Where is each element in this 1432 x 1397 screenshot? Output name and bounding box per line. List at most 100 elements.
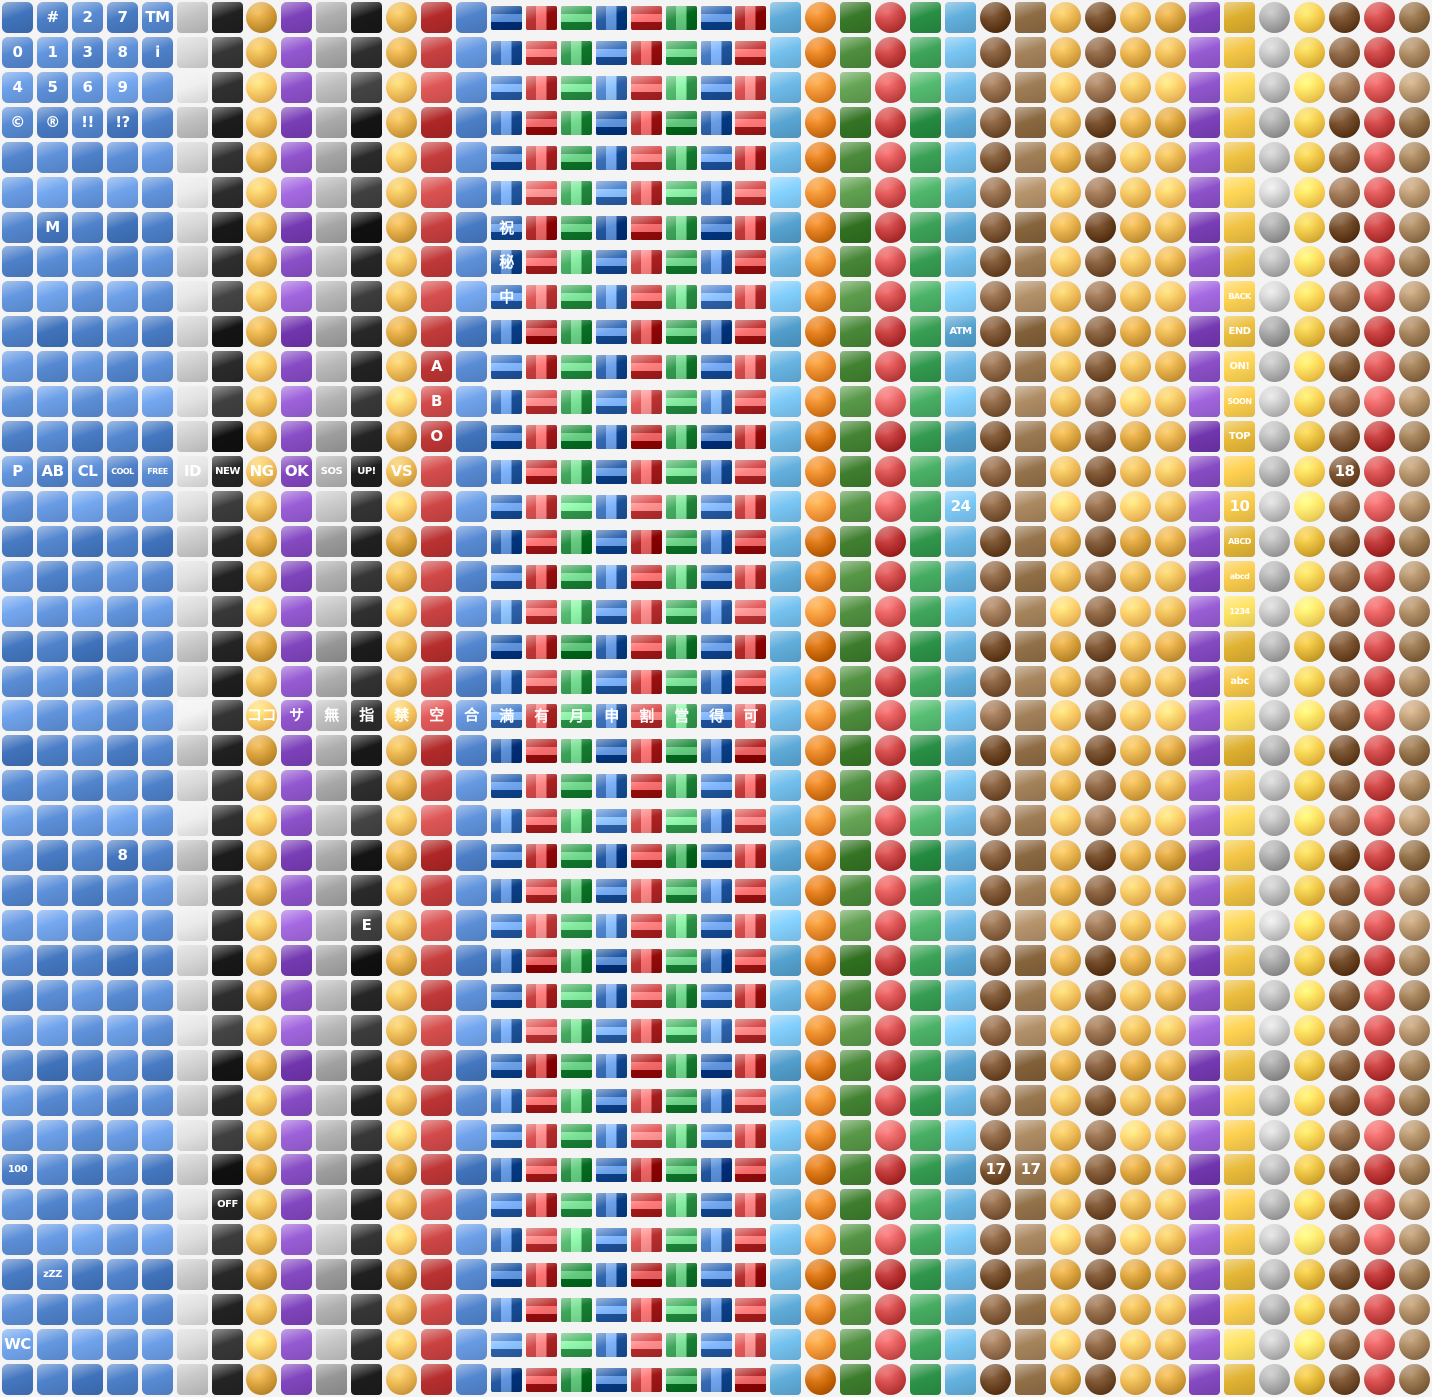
emoji-cell <box>980 72 1011 103</box>
emoji-cell <box>1085 1050 1116 1081</box>
emoji-cell <box>805 142 836 173</box>
emoji-cell <box>805 980 836 1011</box>
emoji-label: ABCD <box>1228 536 1251 546</box>
emoji-cell <box>281 351 312 382</box>
emoji-cell <box>666 425 697 449</box>
emoji-cell <box>107 316 138 347</box>
emoji-cell <box>1329 316 1360 347</box>
emoji-cell <box>107 666 138 697</box>
emoji-cell <box>875 72 906 103</box>
emoji-cell <box>875 770 906 801</box>
emoji-cell <box>875 805 906 836</box>
emoji-cell <box>316 1259 347 1290</box>
emoji-cell <box>456 1015 487 1046</box>
emoji-cell <box>701 495 732 519</box>
emoji-cell <box>596 1019 627 1043</box>
emoji-cell <box>840 456 871 487</box>
emoji-cell <box>1120 421 1151 452</box>
emoji-cell <box>980 37 1011 68</box>
emoji-cell <box>456 281 487 312</box>
emoji-cell <box>351 561 382 592</box>
emoji-cell <box>945 1120 976 1151</box>
emoji-cell <box>1329 281 1360 312</box>
emoji-cell <box>1120 212 1151 243</box>
emoji-cell <box>246 37 277 68</box>
emoji-cell <box>805 281 836 312</box>
emoji-cell <box>1329 875 1360 906</box>
emoji-cell <box>456 526 487 557</box>
emoji-cell <box>1050 1224 1081 1255</box>
emoji-cell <box>491 355 522 379</box>
emoji-cell <box>1399 526 1430 557</box>
emoji-cell <box>631 809 662 833</box>
emoji-cell <box>281 875 312 906</box>
emoji-cell <box>1085 1329 1116 1360</box>
emoji-cell <box>1050 1189 1081 1220</box>
emoji-cell <box>735 635 766 659</box>
emoji-cell <box>945 596 976 627</box>
emoji-cell <box>1120 1189 1151 1220</box>
emoji-cell <box>666 1124 697 1148</box>
emoji-cell <box>72 1259 103 1290</box>
emoji-cell <box>1259 1329 1290 1360</box>
emoji-cell <box>212 700 243 731</box>
emoji-cell <box>212 351 243 382</box>
emoji-cell <box>37 316 68 347</box>
emoji-cell <box>1085 316 1116 347</box>
emoji-cell <box>1050 526 1081 557</box>
emoji-cell <box>1259 1294 1290 1325</box>
emoji-cell <box>351 596 382 627</box>
emoji-cell <box>386 281 417 312</box>
emoji-cell <box>805 1120 836 1151</box>
emoji-cell <box>980 526 1011 557</box>
emoji-cell <box>1015 1085 1046 1116</box>
emoji-cell <box>1120 1329 1151 1360</box>
emoji-cell <box>1085 1189 1116 1220</box>
emoji-cell <box>212 596 243 627</box>
emoji-cell <box>945 1224 976 1255</box>
emoji-cell <box>701 530 732 554</box>
emoji-label: i <box>155 43 160 61</box>
emoji-cell <box>805 1154 836 1185</box>
emoji-cell <box>631 600 662 624</box>
emoji-cell <box>1224 1294 1255 1325</box>
emoji-cell <box>875 281 906 312</box>
emoji-cell <box>526 425 557 449</box>
emoji-cell <box>142 631 173 662</box>
emoji-cell <box>875 491 906 522</box>
emoji-cell <box>1015 351 1046 382</box>
emoji-cell <box>1259 386 1290 417</box>
emoji-cell <box>456 945 487 976</box>
emoji-cell <box>1120 456 1151 487</box>
emoji-cell <box>666 1019 697 1043</box>
emoji-cell <box>1259 456 1290 487</box>
emoji-cell: 24 <box>945 491 976 522</box>
emoji-cell <box>386 421 417 452</box>
emoji-cell <box>1329 1050 1360 1081</box>
emoji-cell <box>631 984 662 1008</box>
emoji-cell <box>910 631 941 662</box>
emoji-cell <box>246 1224 277 1255</box>
emoji-label: 月 <box>569 706 584 725</box>
emoji-cell <box>526 216 557 240</box>
emoji-cell <box>840 316 871 347</box>
emoji-cell <box>805 1085 836 1116</box>
emoji-cell <box>1015 770 1046 801</box>
emoji-cell <box>1050 456 1081 487</box>
emoji-cell <box>1364 72 1395 103</box>
emoji-cell <box>701 1054 732 1078</box>
emoji-cell <box>980 1120 1011 1151</box>
emoji-cell <box>142 1015 173 1046</box>
emoji-cell <box>177 1085 208 1116</box>
emoji-cell <box>666 844 697 868</box>
emoji-cell <box>1085 526 1116 557</box>
emoji-cell <box>246 1015 277 1046</box>
emoji-cell <box>1189 1050 1220 1081</box>
emoji-cell <box>526 1124 557 1148</box>
emoji-label: 禁 <box>394 706 409 724</box>
emoji-cell <box>1085 666 1116 697</box>
emoji-cell <box>1050 1120 1081 1151</box>
emoji-cell <box>561 250 592 274</box>
emoji-cell <box>631 285 662 309</box>
emoji-cell <box>945 735 976 766</box>
